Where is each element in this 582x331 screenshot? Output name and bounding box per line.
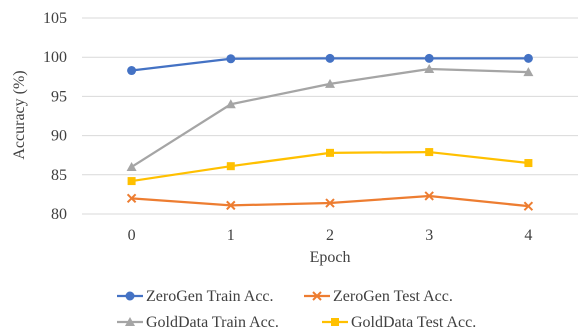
- data-point: [424, 53, 434, 63]
- data-point: [424, 191, 434, 201]
- x-tick-label: 0: [128, 227, 136, 244]
- x-tick-label: 3: [425, 227, 433, 244]
- legend-item: GoldData Test Acc.: [322, 314, 476, 331]
- y-tick-label: 80: [51, 206, 67, 223]
- data-point: [325, 78, 335, 88]
- data-point: [523, 53, 533, 63]
- x-axis-title: Epoch: [310, 249, 351, 266]
- y-tick-label: 95: [51, 88, 67, 105]
- x-axis-ticks: 0 1 2 3 4: [128, 227, 533, 244]
- data-point: [127, 177, 136, 186]
- legend-label: ZeroGen Test Acc.: [333, 288, 453, 305]
- data-point: [524, 159, 533, 168]
- y-tick-label: 90: [51, 128, 67, 145]
- series-2: [126, 191, 534, 211]
- data-point: [226, 162, 235, 171]
- series-group: [126, 53, 534, 211]
- x-tick-label: 2: [326, 227, 334, 244]
- series-1: [127, 53, 533, 76]
- y-tick-label: 85: [51, 167, 67, 184]
- gridlines: [82, 17, 578, 215]
- legend-label: GoldData Test Acc.: [351, 314, 476, 331]
- series-4: [127, 148, 533, 186]
- legend-marker: [331, 318, 339, 326]
- legend-label: ZeroGen Train Acc.: [146, 288, 274, 305]
- data-point: [425, 148, 434, 157]
- legend-item: ZeroGen Train Acc.: [117, 288, 274, 305]
- legend-item: GoldData Train Acc.: [117, 314, 279, 331]
- y-tick-label: 105: [43, 10, 67, 27]
- data-point: [523, 201, 534, 211]
- data-point: [226, 54, 236, 64]
- data-point: [424, 63, 435, 73]
- y-axis-title: Accuracy (%): [11, 70, 28, 159]
- legend-label: GoldData Train Acc.: [146, 314, 279, 331]
- legend-marker: [312, 291, 322, 301]
- data-point: [127, 66, 137, 76]
- series-3: [126, 63, 534, 171]
- legend: ZeroGen Train Acc. ZeroGen Test Acc. GoldD…: [117, 288, 476, 331]
- data-point: [225, 99, 236, 109]
- x-tick-label: 1: [227, 227, 235, 244]
- data-point: [126, 161, 137, 171]
- data-point: [126, 193, 137, 204]
- y-axis-ticks: 80 85 90 95 100 105: [43, 10, 67, 223]
- series-line: [131, 194, 529, 208]
- data-point: [325, 198, 335, 208]
- y-tick-label: 100: [43, 49, 67, 66]
- data-point: [325, 53, 335, 63]
- x-tick-label: 4: [524, 227, 532, 244]
- data-point: [226, 200, 236, 211]
- legend-item: ZeroGen Test Acc.: [304, 288, 453, 305]
- legend-marker: [125, 317, 135, 326]
- data-point: [326, 148, 334, 157]
- legend-marker: [125, 291, 135, 301]
- data-point: [523, 67, 534, 77]
